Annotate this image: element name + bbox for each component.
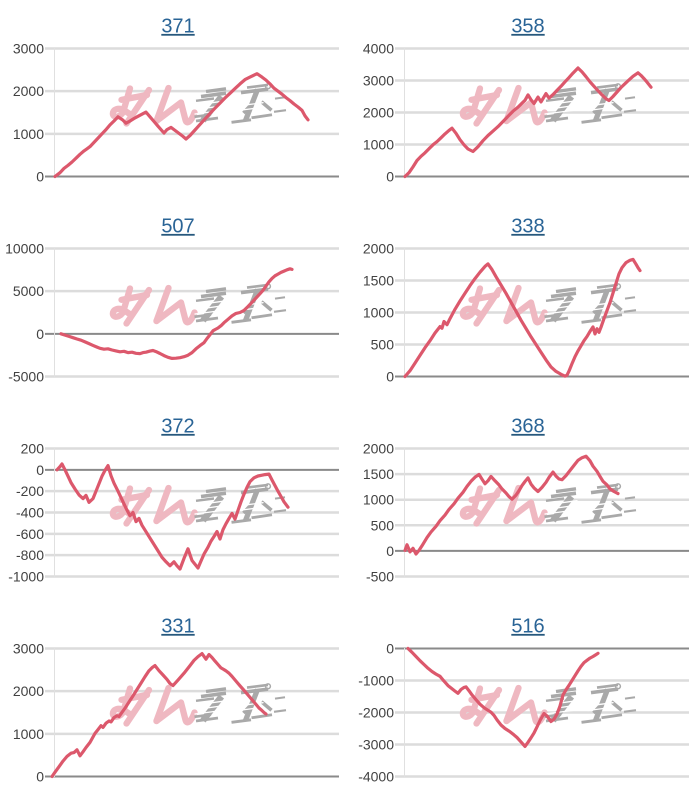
svg-text:0: 0	[36, 169, 44, 185]
svg-text:-600: -600	[16, 526, 44, 542]
svg-text:368: 368	[511, 415, 544, 437]
svg-text:4000: 4000	[363, 41, 394, 57]
svg-text:0: 0	[36, 769, 44, 785]
svg-text:500: 500	[371, 517, 395, 533]
svg-text:2000: 2000	[363, 441, 394, 457]
svg-text:0: 0	[386, 641, 394, 657]
svg-text:0: 0	[36, 326, 44, 342]
svg-text:0: 0	[36, 462, 44, 478]
svg-text:-3000: -3000	[358, 737, 394, 753]
svg-text:-200: -200	[16, 483, 44, 499]
svg-text:-500: -500	[366, 569, 394, 585]
svg-text:-1000: -1000	[8, 569, 44, 585]
svg-text:1000: 1000	[363, 305, 394, 321]
svg-text:10000: 10000	[5, 241, 44, 257]
svg-text:-800: -800	[16, 547, 44, 563]
svg-text:1000: 1000	[13, 726, 44, 742]
svg-text:2000: 2000	[363, 241, 394, 257]
svg-text:3000: 3000	[13, 641, 44, 657]
svg-text:2000: 2000	[13, 83, 44, 99]
svg-text:1500: 1500	[363, 273, 394, 289]
svg-text:-400: -400	[16, 505, 44, 521]
svg-text:331: 331	[161, 615, 194, 637]
svg-text:3000: 3000	[13, 41, 44, 57]
svg-text:-4000: -4000	[358, 769, 394, 785]
svg-text:-1000: -1000	[358, 673, 394, 689]
svg-text:-5000: -5000	[8, 369, 44, 385]
svg-text:0: 0	[386, 169, 394, 185]
svg-text:516: 516	[511, 615, 544, 637]
svg-text:0: 0	[386, 369, 394, 385]
svg-text:2000: 2000	[363, 105, 394, 121]
svg-text:1000: 1000	[363, 137, 394, 153]
svg-text:1500: 1500	[363, 466, 394, 482]
svg-text:3000: 3000	[363, 73, 394, 89]
svg-text:371: 371	[161, 15, 194, 37]
svg-text:-2000: -2000	[358, 705, 394, 721]
svg-text:2000: 2000	[13, 683, 44, 699]
svg-text:338: 338	[511, 215, 544, 237]
svg-text:500: 500	[371, 337, 395, 353]
svg-text:5000: 5000	[13, 283, 44, 299]
svg-text:0: 0	[386, 543, 394, 559]
svg-text:200: 200	[21, 441, 45, 457]
svg-text:1000: 1000	[363, 492, 394, 508]
svg-text:507: 507	[161, 215, 194, 237]
svg-text:372: 372	[161, 415, 194, 437]
svg-text:358: 358	[511, 15, 544, 37]
svg-text:1000: 1000	[13, 126, 44, 142]
